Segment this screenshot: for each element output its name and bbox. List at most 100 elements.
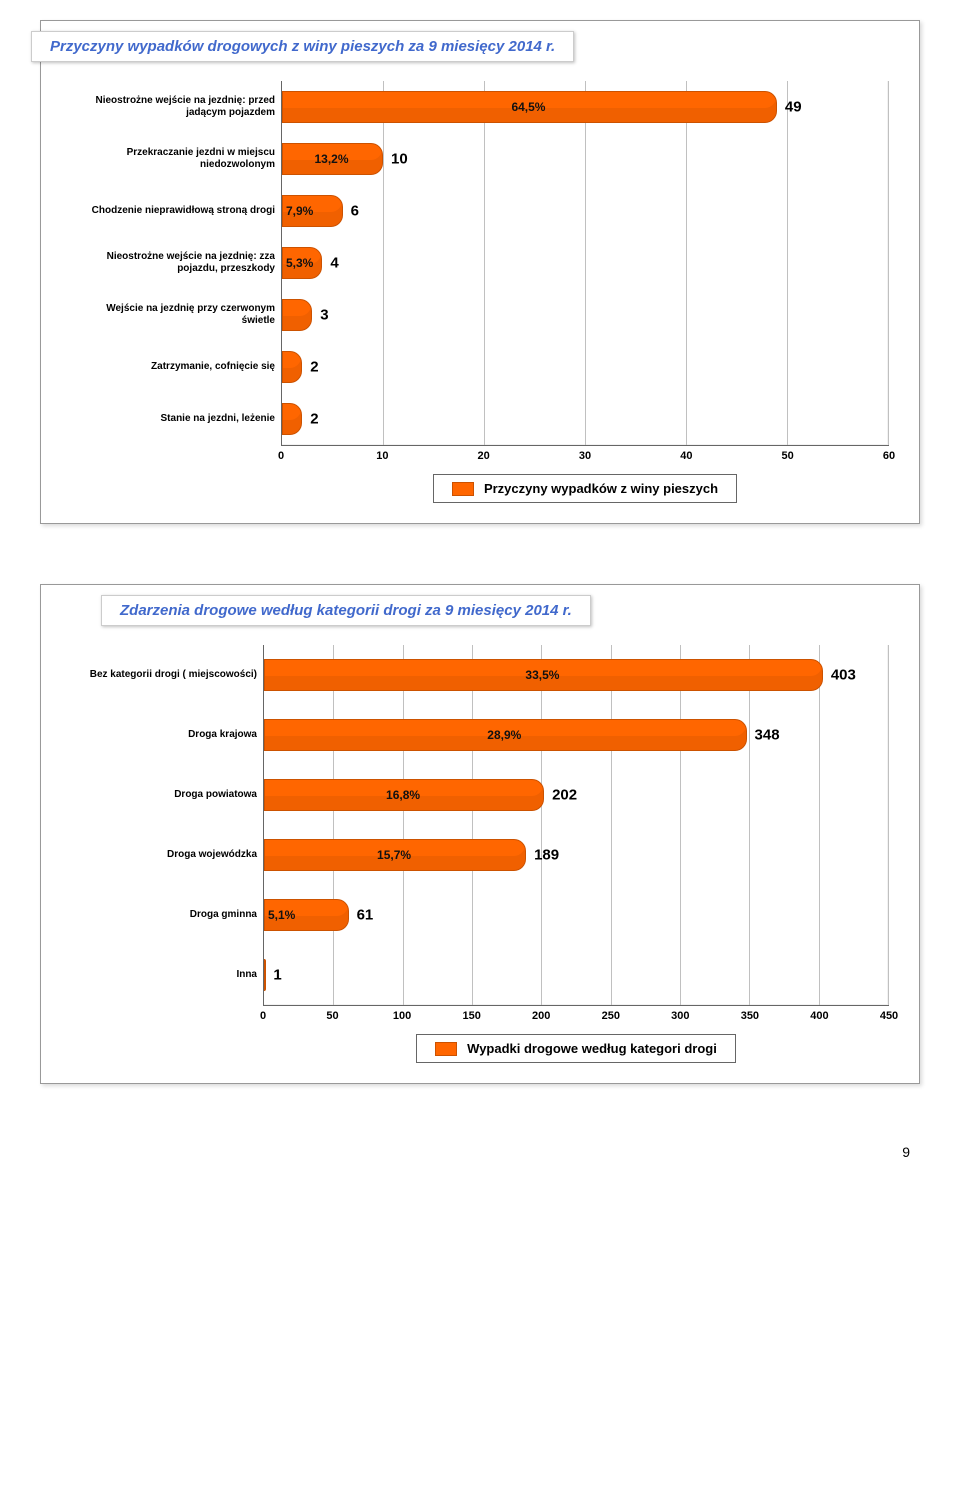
x-tick-label: 30: [579, 450, 591, 462]
x-tick-label: 20: [478, 450, 490, 462]
chart-pedestrian-causes: Przyczyny wypadków drogowych z winy pies…: [40, 20, 920, 524]
category-label: Zatrzymanie, cofnięcie się: [71, 341, 281, 393]
category-label: Inna: [71, 945, 263, 1005]
bar-track: 5,1% 61: [264, 899, 888, 931]
bar-row: 33,5% 403: [264, 645, 888, 705]
x-tick-label: 40: [680, 450, 692, 462]
legend: Przyczyny wypadków z winy pieszych: [433, 474, 737, 503]
bar-track: 1: [264, 959, 888, 991]
gridline: [888, 81, 889, 445]
bar-value-label: 403: [831, 667, 856, 684]
x-tick-label: 0: [260, 1010, 266, 1022]
bar-track: 2: [282, 403, 888, 435]
bar-value-label: 189: [534, 847, 559, 864]
x-tick-label: 450: [880, 1010, 898, 1022]
bar-row: 28,9% 348: [264, 705, 888, 765]
chart1-body: Nieostrożne wejście na jezdnię: przed ja…: [41, 21, 919, 523]
category-label: Bez kategorii drogi ( miejscowości): [71, 645, 263, 705]
bar-percent-label: 15,7%: [377, 848, 411, 862]
x-tick-label: 200: [532, 1010, 550, 1022]
x-axis: 050100150200250300350400450: [263, 1006, 889, 1028]
bar-row: 5,3% 4: [282, 237, 888, 289]
chart1-title-band: Przyczyny wypadków drogowych z winy pies…: [31, 31, 574, 62]
legend-text: Wypadki drogowe według kategori drogi: [467, 1041, 717, 1056]
bar-percent-label: 64,5%: [511, 100, 545, 114]
page-number: 9: [40, 1144, 920, 1160]
chart2-title-band: Zdarzenia drogowe według kategorii drogi…: [101, 595, 591, 626]
bar-row: 1: [264, 945, 888, 1005]
x-tick-label: 400: [810, 1010, 828, 1022]
bar-value-label: 3: [320, 307, 328, 324]
bar-row: 7,9% 6: [282, 185, 888, 237]
bar: [282, 351, 302, 383]
category-label: Przekraczanie jezdni w miejscu niedozwol…: [71, 133, 281, 185]
bar-value-label: 2: [310, 411, 318, 428]
gridline: [888, 645, 889, 1005]
chart-road-category: Zdarzenia drogowe według kategorii drogi…: [40, 584, 920, 1084]
x-tick-label: 50: [782, 450, 794, 462]
legend-swatch: [435, 1042, 457, 1056]
category-label: Chodzenie nieprawidłową stroną drogi: [71, 185, 281, 237]
legend: Wypadki drogowe według kategori drogi: [416, 1034, 736, 1063]
chart2-title: Zdarzenia drogowe według kategorii drogi…: [120, 602, 572, 619]
bar-value-label: 1: [273, 967, 281, 984]
category-label: Droga powiatowa: [71, 765, 263, 825]
category-label: Nieostrożne wejście na jezdnię: przed ja…: [71, 81, 281, 133]
bar-row: 16,8% 202: [264, 765, 888, 825]
x-tick-label: 350: [741, 1010, 759, 1022]
category-label: Droga gminna: [71, 885, 263, 945]
bar-percent-label: 5,3%: [286, 256, 313, 270]
bar: [282, 299, 312, 331]
bar-track: 3: [282, 299, 888, 331]
bar-percent-label: 5,1%: [268, 908, 295, 922]
bar-value-label: 10: [391, 151, 408, 168]
bar-track: 13,2% 10: [282, 143, 888, 175]
bar-percent-label: 13,2%: [314, 152, 348, 166]
category-label: Droga wojewódzka: [71, 825, 263, 885]
bar-percent-label: 28,9%: [487, 728, 521, 742]
bar: [282, 403, 302, 435]
bar-track: 15,7% 189: [264, 839, 888, 871]
chart2-body: Bez kategorii drogi ( miejscowości)Droga…: [41, 585, 919, 1083]
x-tick-label: 0: [278, 450, 284, 462]
x-tick-label: 10: [376, 450, 388, 462]
bar-percent-label: 7,9%: [286, 204, 313, 218]
bar-value-label: 61: [357, 907, 374, 924]
x-tick-label: 60: [883, 450, 895, 462]
bar-track: 2: [282, 351, 888, 383]
bar: [264, 959, 266, 991]
x-tick-label: 150: [462, 1010, 480, 1022]
bar-row: 15,7% 189: [264, 825, 888, 885]
bar-track: 33,5% 403: [264, 659, 888, 691]
x-tick-label: 100: [393, 1010, 411, 1022]
chart1-title: Przyczyny wypadków drogowych z winy pies…: [50, 38, 555, 55]
bar-percent-label: 16,8%: [386, 788, 420, 802]
bar-row: 5,1% 61: [264, 885, 888, 945]
bar-value-label: 348: [755, 727, 780, 744]
bar-value-label: 202: [552, 787, 577, 804]
bar-percent-label: 33,5%: [525, 668, 559, 682]
legend-swatch: [452, 482, 474, 496]
bar-row: 2: [282, 341, 888, 393]
bar-value-label: 2: [310, 359, 318, 376]
bar-row: 64,5% 49: [282, 81, 888, 133]
bar-track: 64,5% 49: [282, 91, 888, 123]
category-label: Stanie na jezdni, leżenie: [71, 393, 281, 445]
bar-value-label: 4: [330, 255, 338, 272]
bar-row: 2: [282, 393, 888, 445]
category-label: Droga krajowa: [71, 705, 263, 765]
category-label: Nieostrożne wejście na jezdnię: zza poja…: [71, 237, 281, 289]
x-axis: 0102030405060: [281, 446, 889, 468]
bar-track: 16,8% 202: [264, 779, 888, 811]
x-tick-label: 300: [671, 1010, 689, 1022]
bar-row: 3: [282, 289, 888, 341]
legend-text: Przyczyny wypadków z winy pieszych: [484, 481, 718, 496]
bar-track: 28,9% 348: [264, 719, 888, 751]
bar-track: 7,9% 6: [282, 195, 888, 227]
x-tick-label: 250: [602, 1010, 620, 1022]
bar-value-label: 49: [785, 99, 802, 116]
bar-value-label: 6: [351, 203, 359, 220]
x-tick-label: 50: [326, 1010, 338, 1022]
bar-row: 13,2% 10: [282, 133, 888, 185]
bar-track: 5,3% 4: [282, 247, 888, 279]
